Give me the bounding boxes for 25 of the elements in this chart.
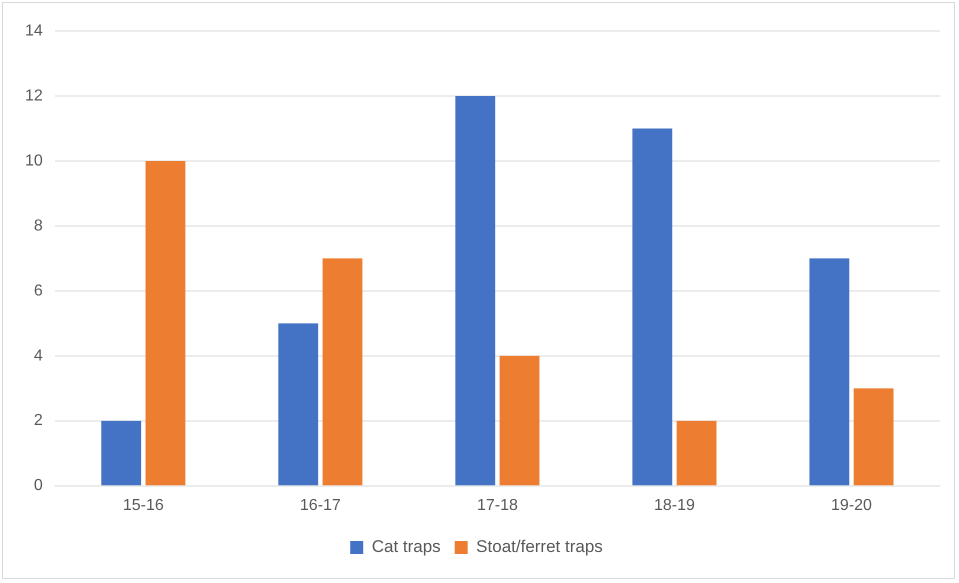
legend-label: Cat traps — [372, 537, 441, 556]
y-tick-label: 12 — [25, 87, 43, 104]
y-tick-label: 6 — [34, 282, 43, 300]
y-tick-label: 0 — [34, 477, 43, 494]
x-tick-label: 15-16 — [122, 496, 164, 514]
y-tick-label: 14 — [25, 22, 43, 40]
y-tick-label: 8 — [34, 217, 43, 234]
bar — [146, 160, 186, 486]
x-tick-label: 19-20 — [831, 496, 872, 514]
bar — [278, 323, 318, 486]
x-tick-label: 16-17 — [300, 496, 341, 514]
bar — [632, 128, 672, 486]
bar — [101, 420, 142, 486]
x-tick-label: 18-19 — [654, 496, 695, 514]
y-tick-label: 4 — [34, 347, 43, 364]
y-tick-label: 10 — [25, 152, 43, 170]
bar — [322, 258, 362, 486]
x-tick-label: 17-18 — [476, 496, 518, 514]
bar — [455, 96, 496, 486]
bar — [500, 356, 540, 486]
bar — [809, 258, 850, 486]
y-tick-label: 2 — [34, 412, 43, 430]
legend-label: Stoat/ferret traps — [476, 537, 603, 556]
bar — [676, 420, 716, 486]
bar — [854, 388, 894, 486]
